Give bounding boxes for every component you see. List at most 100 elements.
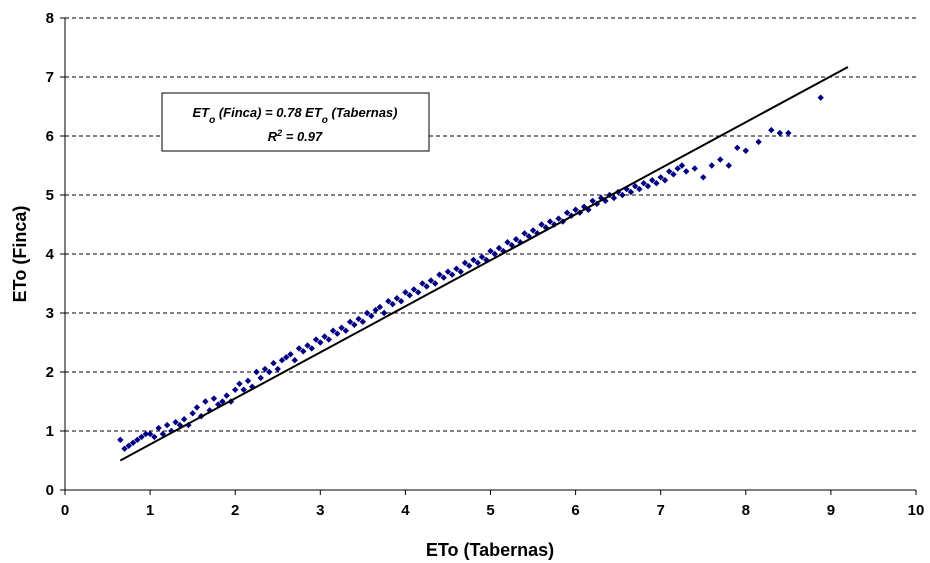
y-tick-label: 6 (46, 128, 54, 145)
data-point (219, 398, 226, 405)
data-point (542, 224, 550, 231)
data-point (355, 315, 362, 323)
data-point (708, 162, 715, 169)
data-point (551, 221, 558, 228)
data-point (631, 182, 639, 190)
data-point (563, 209, 571, 216)
data-point (129, 439, 137, 446)
data-point (546, 218, 554, 225)
data-point (529, 227, 537, 234)
data-point (389, 300, 396, 308)
data-point (257, 374, 264, 382)
annotation-box (161, 92, 430, 152)
data-point (138, 433, 145, 441)
y-tick-label: 5 (46, 187, 54, 204)
y-tick-label: 3 (46, 305, 54, 322)
data-point (449, 271, 456, 278)
data-point (125, 442, 133, 449)
x-tick-label: 5 (486, 502, 494, 519)
x-tick-label: 3 (316, 502, 324, 519)
data-point (151, 433, 158, 441)
data-point (380, 309, 388, 317)
data-point (414, 289, 422, 296)
data-point (385, 298, 392, 305)
data-point (397, 298, 405, 305)
data-point (393, 295, 401, 302)
x-tick-label: 1 (146, 502, 154, 519)
data-point (534, 230, 541, 237)
data-point (470, 256, 477, 264)
data-point (431, 280, 439, 287)
data-point (253, 368, 260, 376)
data-point (504, 239, 511, 246)
data-point (610, 194, 618, 202)
data-point (785, 129, 792, 137)
x-tick-label: 7 (657, 502, 665, 519)
data-point (491, 250, 498, 258)
data-point (691, 165, 698, 172)
y-tick-label: 7 (46, 69, 54, 86)
data-point (512, 236, 520, 243)
x-tick-label: 8 (742, 502, 750, 519)
y-tick-label: 8 (46, 10, 54, 27)
data-point (776, 129, 784, 137)
data-point (419, 280, 426, 287)
data-point (657, 174, 664, 181)
regression-annotation: ETo (Finca) = 0.78 ETo (Tabernas) R2 = 0… (161, 92, 430, 152)
data-point (146, 430, 154, 438)
equation-text: ETo (Finca) = 0.78 ETo (Tabernas) (192, 105, 397, 126)
data-points (117, 94, 824, 452)
data-point (321, 333, 328, 340)
data-point (274, 365, 281, 373)
data-point (653, 180, 660, 187)
data-point (755, 138, 762, 146)
data-point (240, 386, 247, 393)
data-point (180, 416, 188, 423)
data-point (636, 185, 643, 193)
data-point (329, 327, 337, 334)
data-point (661, 177, 669, 184)
data-point (670, 171, 677, 178)
data-point (734, 144, 741, 151)
data-point (334, 330, 341, 337)
data-point (189, 410, 196, 417)
data-point (317, 339, 324, 346)
data-point (444, 268, 452, 275)
data-point (717, 156, 724, 163)
x-tick-label: 4 (401, 502, 410, 519)
data-point (325, 336, 333, 343)
data-point (121, 445, 128, 452)
data-point (266, 368, 273, 376)
data-point (223, 392, 230, 399)
data-point (278, 357, 286, 364)
data-point (423, 283, 430, 290)
data-point (589, 197, 596, 205)
data-point (270, 359, 277, 367)
data-point (525, 233, 532, 240)
data-point (372, 306, 379, 314)
data-point (134, 436, 141, 444)
x-axis-title: ETo (Tabernas) (426, 540, 554, 560)
data-point (308, 345, 315, 352)
data-point (817, 94, 824, 101)
data-point (461, 259, 469, 267)
data-point (700, 174, 707, 181)
data-point (244, 377, 252, 385)
y-tick-label: 2 (46, 364, 54, 381)
data-point (466, 262, 473, 269)
data-point (474, 259, 481, 267)
data-point (210, 395, 218, 402)
data-point (363, 309, 371, 317)
data-point (291, 357, 298, 364)
data-point (521, 230, 528, 237)
data-point (376, 303, 384, 311)
data-point (283, 354, 290, 361)
trendline (119, 66, 849, 462)
data-point (683, 168, 690, 175)
data-point (163, 421, 171, 429)
x-tick-label: 10 (908, 502, 925, 519)
x-tick-labels: 0 1 2 3 4 5 6 7 8 9 10 (61, 490, 925, 519)
data-point (193, 404, 201, 411)
data-point (295, 345, 303, 352)
